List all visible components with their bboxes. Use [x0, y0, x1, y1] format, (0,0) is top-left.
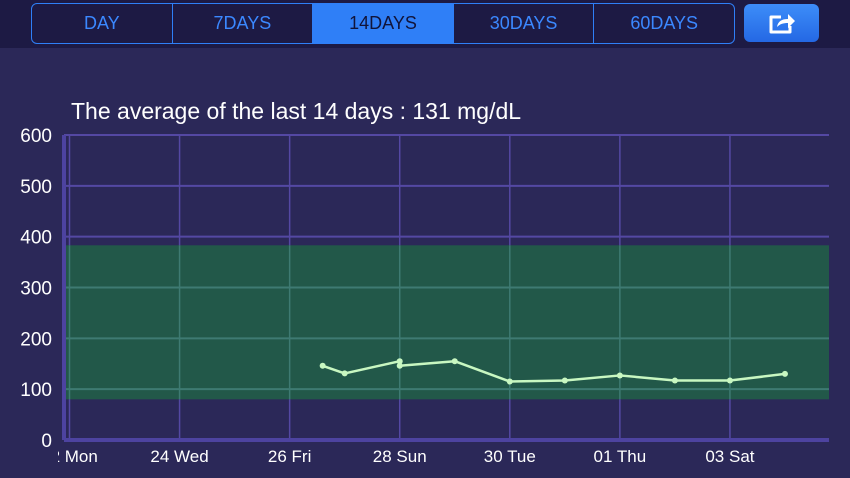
data-point: [561, 377, 568, 384]
share-button[interactable]: [744, 4, 819, 42]
y-tick-label: 400: [20, 228, 52, 249]
y-tick-label: 600: [20, 126, 52, 147]
x-tick-label: 26 Fri: [268, 447, 311, 466]
tab-30days[interactable]: 30DAYS: [454, 4, 595, 43]
data-point: [726, 377, 733, 384]
y-tick-label: 200: [20, 329, 52, 350]
share-icon: [769, 14, 795, 34]
x-tick-label: 03 Sat: [705, 447, 754, 466]
top-toolbar: DAY 7DAYS 14DAYS 30DAYS 60DAYS: [0, 0, 850, 48]
x-tick-label: 24 Wed: [150, 447, 208, 466]
data-point: [506, 378, 513, 385]
data-point: [671, 377, 678, 384]
data-point: [341, 370, 348, 377]
chart-title: The average of the last 14 days : 131 mg…: [71, 98, 522, 124]
tab-day[interactable]: DAY: [32, 4, 173, 43]
x-tick-label: 30 Tue: [484, 447, 536, 466]
y-tick-label: 300: [20, 279, 52, 300]
y-tick-label: 100: [20, 380, 52, 401]
x-tick-label: 01 Thu: [594, 447, 647, 466]
data-point: [781, 370, 788, 377]
x-tick-label: 28 Sun: [373, 447, 427, 466]
tab-14days[interactable]: 14DAYS: [313, 4, 454, 43]
target-range-band: [64, 245, 829, 400]
data-point: [396, 358, 403, 365]
tab-7days[interactable]: 7DAYS: [173, 4, 314, 43]
data-point: [396, 362, 403, 369]
y-tick-label: 500: [20, 177, 52, 198]
data-point: [451, 358, 458, 365]
y-tick-label: 0: [41, 431, 52, 452]
data-point: [616, 372, 623, 379]
range-selector: DAY 7DAYS 14DAYS 30DAYS 60DAYS: [31, 3, 735, 44]
tab-60days[interactable]: 60DAYS: [630, 13, 699, 33]
data-point: [319, 362, 326, 369]
x-tick-label: 22 Mon: [41, 447, 98, 466]
